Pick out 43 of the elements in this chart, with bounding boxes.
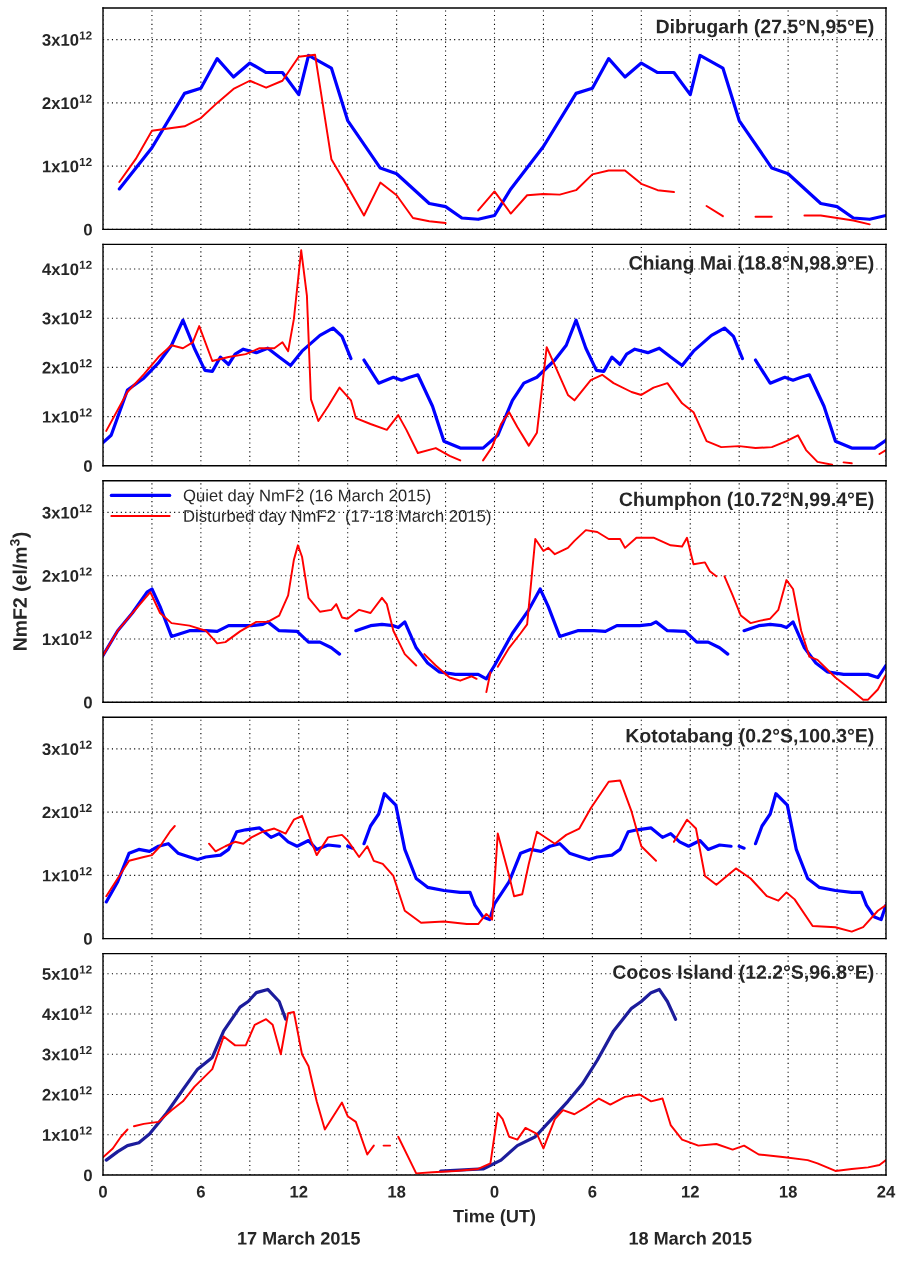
y-tick-label: 2x10$^{12}$ (42, 803, 92, 819)
y-tick-label: 0 (83, 933, 92, 945)
y-tick-label: 0 (83, 696, 92, 709)
y-tick-label: 5x10$^{12}$ (42, 965, 92, 980)
y-tick-label: 1x10$^{12}$ (42, 408, 92, 423)
x-tick-label: 18 (779, 1185, 797, 1198)
y-tick-label: 0 (83, 223, 92, 236)
y-tick-label: 2x10$^{12}$ (42, 567, 92, 582)
text: Kototabang (0.2°S,100.3°E) (626, 728, 874, 747)
y-tick-label: 3x10$^{12}$ (42, 740, 92, 756)
text: Dibrugarh (27.5°N,95°E) (656, 19, 874, 38)
legend-label: Quiet day NmF2 (16 March 2015) (183, 489, 431, 505)
y-tick-label: 3x10$^{12}$ (42, 1045, 92, 1061)
y-tick-label: 1x10$^{12}$ (42, 1126, 92, 1141)
y-tick-label: 4x10$^{12}$ (42, 1005, 92, 1021)
y-tick-label: 0 (83, 460, 92, 472)
y-tick-label: 1x10$^{12}$ (42, 157, 92, 173)
x-tick-label: 18 (388, 1185, 406, 1198)
y-tick-label: 1x10$^{12}$ (42, 867, 92, 882)
y-tick-label: 2x10$^{12}$ (42, 1086, 92, 1101)
text: Chumphon (10.72°N,99.4°E) (619, 491, 874, 510)
x-tick-label: 6 (588, 1185, 597, 1198)
y-tick-label: 2x10$^{12}$ (42, 359, 92, 374)
x-tick-label: 0 (99, 1185, 107, 1198)
y-tick-label: 2x10$^{12}$ (42, 94, 92, 110)
y-tick-label: 3x10$^{12}$ (42, 309, 92, 325)
y-tick-label: 3x10$^{12}$ (42, 504, 92, 519)
x-tick-label: 24 (877, 1185, 896, 1198)
text: Cocos Island (12.2°S,96.8°E) (613, 964, 874, 983)
y-tick-label: 3x10$^{12}$ (42, 31, 92, 46)
text: 18 March 2015 (629, 1231, 752, 1245)
y-tick-label: 4x10$^{12}$ (42, 260, 92, 276)
x-tick-label: 0 (490, 1185, 499, 1198)
text: Chiang Mai (18.8°N,98.9°E) (629, 255, 874, 274)
x-tick-label: 12 (682, 1185, 699, 1198)
y-tick-label: 0 (83, 1169, 92, 1182)
x-tick-label: 12 (290, 1185, 308, 1198)
y-tick-label: 1x10$^{12}$ (42, 630, 92, 646)
x-axis-title: Time (UT) (453, 1209, 536, 1227)
x-tick-label: 6 (196, 1185, 205, 1198)
text: 17 March 2015 (238, 1231, 360, 1245)
y-axis-title: NmF2 (el/m$^{3}$) (10, 532, 31, 650)
legend-label: Disturbed day NmF2 (17-18 March 2015) (184, 509, 491, 526)
